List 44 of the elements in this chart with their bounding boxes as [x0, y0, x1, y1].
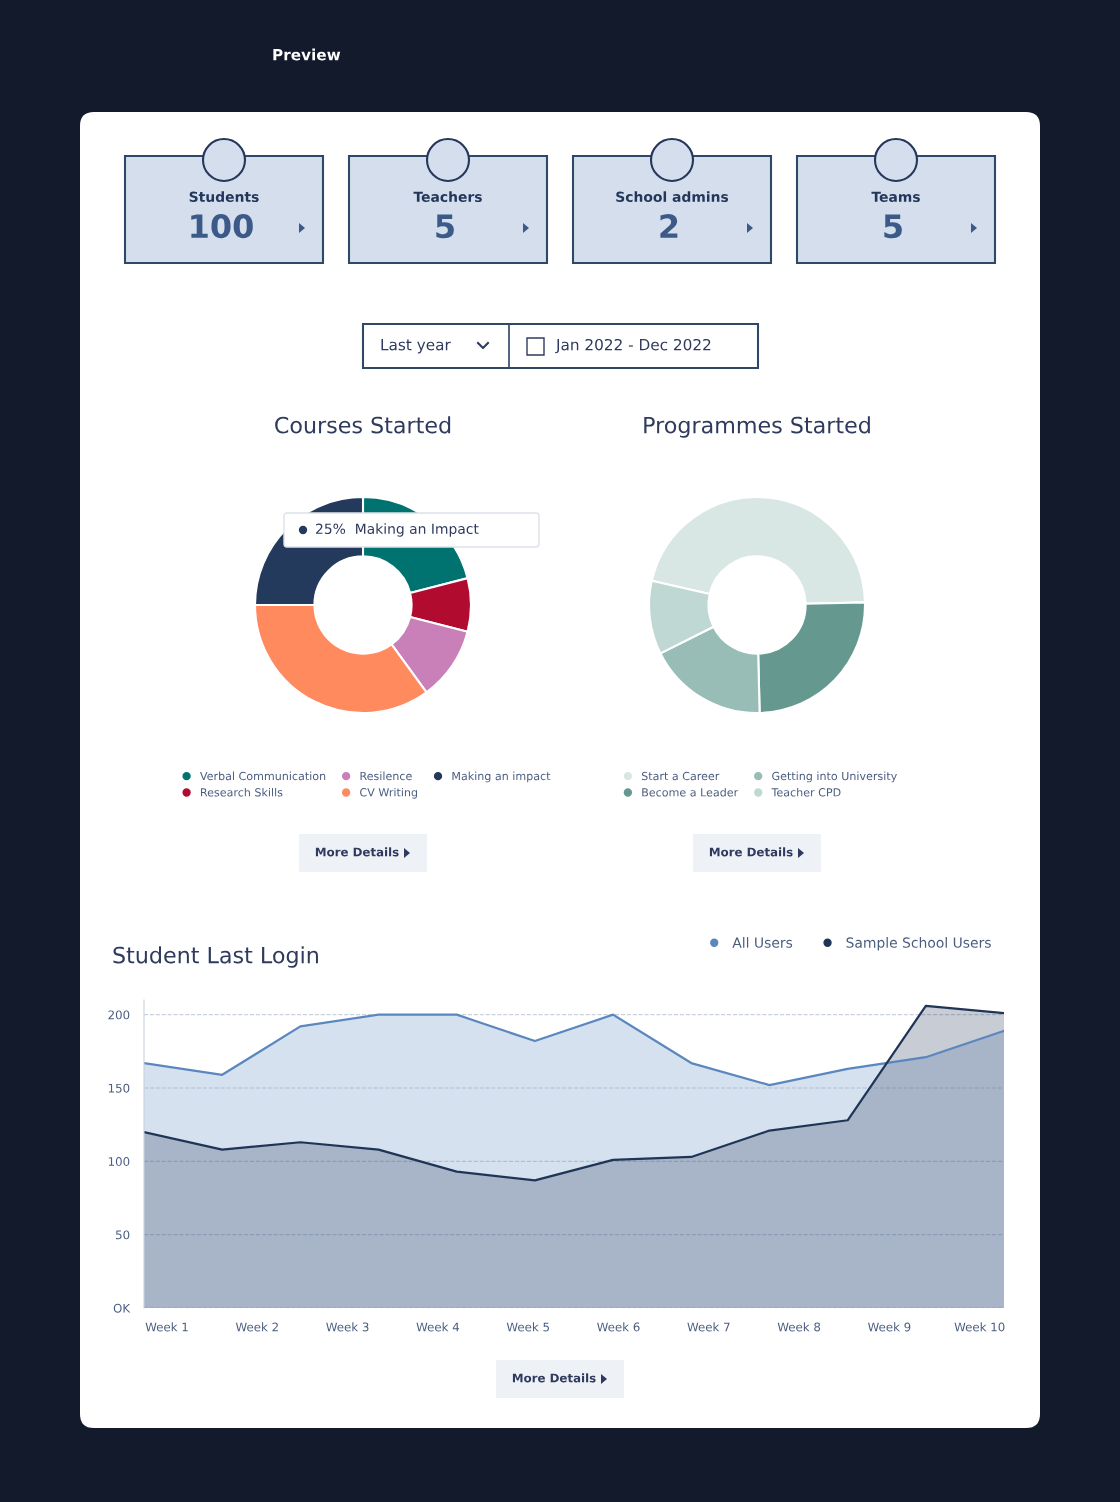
category-label: Teams [871, 191, 920, 203]
y-tick-label: 50 [116, 1230, 130, 1240]
category-label: School admins [616, 191, 729, 203]
data-label: 2 [660, 214, 678, 238]
chart-title: Courses Started [275, 416, 451, 434]
legend-label: CV Writing [360, 787, 418, 799]
chart-title: Student Last Login [113, 946, 318, 968]
data-label: 100 [191, 214, 253, 239]
legend-label: Resilence [360, 771, 412, 781]
text: Preview [273, 48, 341, 61]
legend-label: Verbal Communication [200, 771, 326, 781]
text: Week 10 [954, 1322, 1005, 1332]
text: Last year [381, 339, 451, 354]
data-label: 5 [884, 214, 902, 239]
y-tick-label: 200 [108, 1010, 130, 1020]
text: 25% Making an Impact [316, 523, 479, 537]
text: Week 9 [867, 1322, 911, 1332]
legend-label: Sample School Users [846, 937, 991, 951]
legend-label: Making an impact [452, 771, 551, 783]
category-label: Teachers [413, 191, 482, 203]
text: Week 3 [326, 1322, 369, 1332]
data-label: 5 [436, 214, 454, 239]
category-label: Students [189, 191, 259, 203]
text: Week 4 [416, 1322, 460, 1332]
legend-label: Start a Career [641, 771, 720, 781]
text: Week 1 [145, 1322, 188, 1332]
text: More Details [709, 847, 793, 857]
y-tick-label: 100 [108, 1157, 130, 1166]
legend-label: All Users [732, 937, 793, 948]
y-tick-label: OK [113, 1303, 131, 1313]
chart-title: Programmes Started [644, 416, 870, 438]
text: Week 7 [687, 1322, 730, 1332]
y-tick-label: 150 [108, 1083, 130, 1093]
text: Week 6 [597, 1322, 640, 1332]
text: Week 2 [235, 1322, 278, 1332]
legend-label: Become a Leader [642, 787, 739, 797]
legend-label: Getting into University [772, 771, 897, 783]
text: Jan 2022 - Dec 2022 [555, 338, 711, 354]
text: Week 8 [777, 1322, 821, 1332]
text: More Details [315, 847, 399, 857]
text: Week 5 [506, 1322, 549, 1332]
legend-label: Teacher CPD [771, 787, 841, 797]
text: More Details [512, 1373, 596, 1383]
legend-label: Research Skills [201, 787, 283, 797]
